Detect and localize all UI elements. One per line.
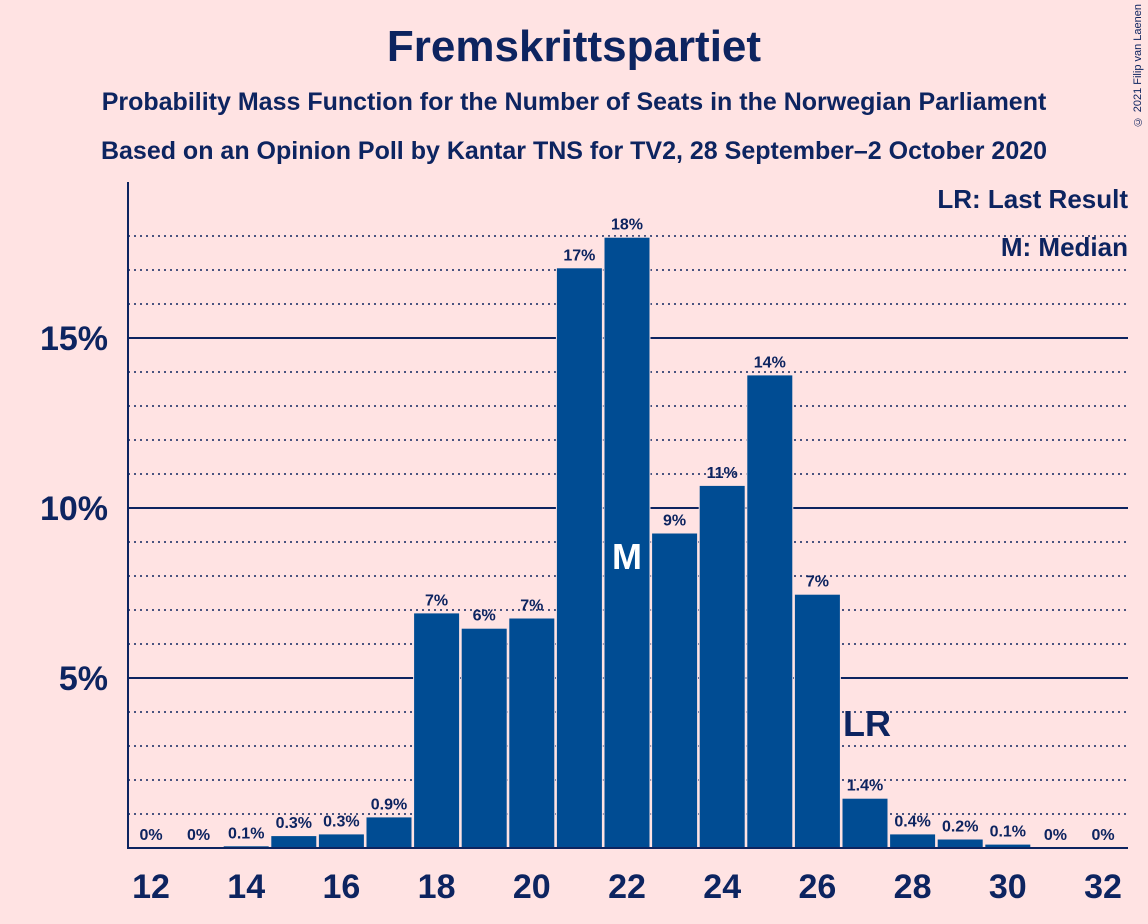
y-tick-label: 5% [59, 660, 108, 698]
x-tick-label: 14 [227, 868, 265, 906]
bar-seat-20 [509, 618, 555, 848]
bar-value-label: 0.1% [990, 824, 1026, 841]
x-tick-label: 12 [132, 868, 170, 906]
bar-value-label: 7% [806, 574, 829, 591]
x-tick-label: 24 [703, 868, 741, 906]
bar-seat-24 [699, 485, 745, 848]
legend-last-result: LR: Last Result [937, 184, 1128, 214]
bar-value-label: 7% [425, 592, 448, 609]
bar-seat-27 [842, 798, 888, 848]
bar-value-label: 9% [663, 513, 686, 530]
x-tick-label: 32 [1084, 868, 1122, 906]
x-tick-label: 18 [418, 868, 456, 906]
axes [127, 182, 1128, 849]
bar-seat-23 [652, 533, 698, 848]
x-tick-label: 20 [513, 868, 551, 906]
bar-seat-16 [318, 834, 364, 848]
bar-seat-15 [271, 836, 317, 848]
bar-seat-17 [366, 817, 412, 848]
chart-subtitle-poll: Based on an Opinion Poll by Kantar TNS f… [100, 137, 1048, 165]
bar-value-label: 0.2% [942, 819, 978, 836]
bar-value-label: 0% [1044, 827, 1067, 844]
bar-value-label: 0.3% [323, 813, 359, 830]
bar-seat-30 [985, 844, 1031, 848]
y-tick-label: 10% [40, 490, 108, 528]
bar-value-label: 0.9% [371, 796, 407, 813]
bar-seat-29 [937, 839, 983, 848]
bar-seat-22 [604, 237, 650, 848]
bar-value-label: 14% [754, 354, 786, 371]
bar-seat-21 [556, 268, 602, 848]
bar-value-label: 0.1% [228, 825, 264, 842]
bar-value-label: 0% [187, 827, 210, 844]
bar-value-label: 0.4% [894, 813, 930, 830]
last-result-marker: LR [843, 703, 891, 744]
bar-seat-19 [461, 628, 507, 848]
bar-value-label: 1.4% [847, 778, 883, 795]
bar-value-label: 17% [563, 247, 595, 264]
bar-value-label: 6% [473, 608, 496, 625]
bars [222, 236, 1032, 848]
y-tick-label: 15% [40, 320, 108, 358]
bar-value-label: 7% [520, 598, 543, 615]
labels: 0% 0% 0.1% 0.3% 0.3% 0.9% 7% 6% 7% 17% 18% 9% 11% 14%… [40, 217, 1122, 906]
bar-value-label: 0% [1091, 827, 1114, 844]
bar-seat-26 [794, 594, 840, 848]
x-tick-label: 30 [989, 868, 1027, 906]
median-marker: M [612, 536, 642, 577]
x-tick-label: 16 [322, 868, 360, 906]
bar-seat-25 [747, 375, 793, 848]
chart-title: Fremskrittspartiet [386, 22, 762, 71]
x-tick-label: 28 [894, 868, 932, 906]
bar-value-label: 0% [139, 827, 162, 844]
chart-subtitle: Probability Mass Function for the Number… [101, 88, 1047, 116]
bar-seat-18 [414, 613, 460, 848]
bar-seat-28 [890, 834, 936, 848]
x-tick-label: 26 [798, 868, 836, 906]
legend-median: M: Median [1000, 232, 1128, 262]
bar-value-label: 11% [707, 465, 738, 482]
x-tick-label: 22 [608, 868, 646, 906]
bar-value-label: 0.3% [276, 815, 312, 832]
bar-value-label: 18% [611, 217, 643, 234]
